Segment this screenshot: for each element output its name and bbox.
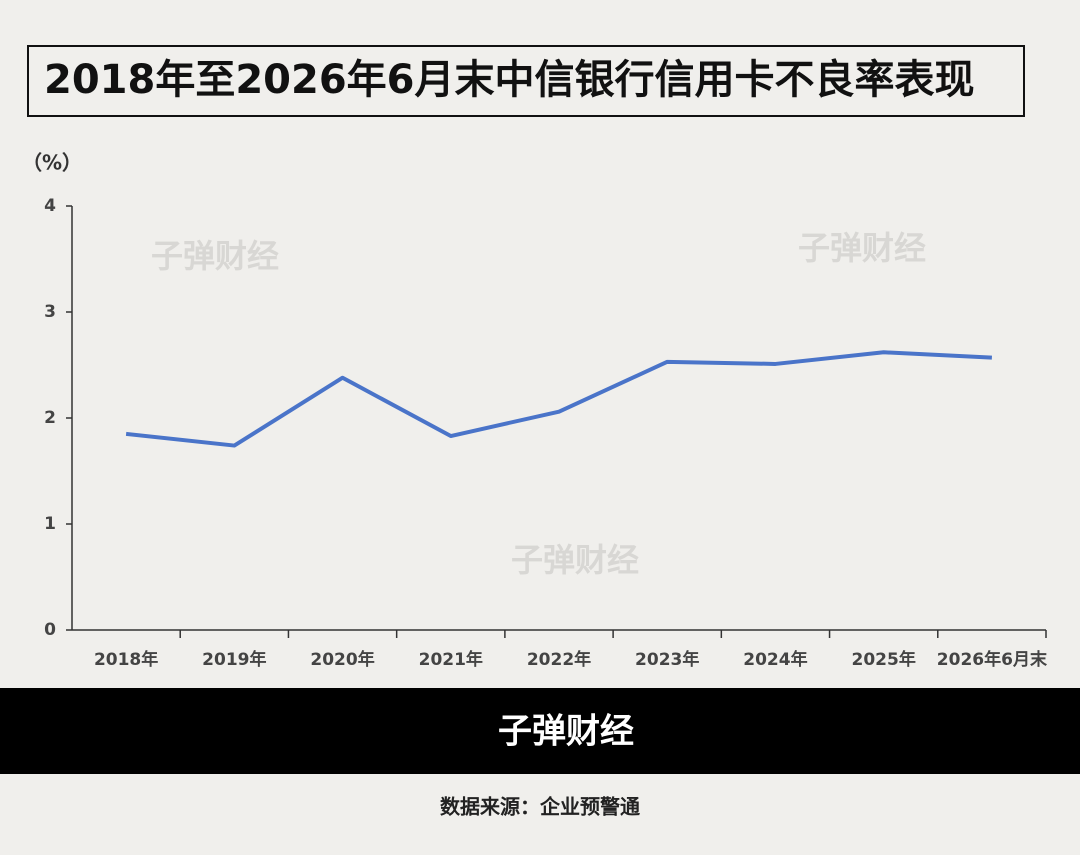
x-tick-label: 2023年 — [635, 649, 699, 670]
data-line — [125, 350, 992, 448]
x-tick-label: 2026年6月末 — [937, 649, 1048, 670]
x-tick-label: 2022年 — [527, 649, 591, 670]
x-tick-label: 2024年 — [743, 649, 807, 670]
x-tick-label: 2020年 — [310, 649, 374, 670]
y-axis-label: （%） — [22, 151, 82, 175]
y-tick-label: 1 — [44, 514, 56, 534]
watermark: 子弹财经 — [798, 229, 926, 267]
y-tick-label: 3 — [44, 302, 56, 322]
watermark: 子弹财经 — [511, 541, 639, 579]
chart-title: 2018年至2026年6月末中信银行信用卡不良率表现 — [44, 57, 975, 103]
x-tick-label: 2019年 — [202, 649, 266, 670]
x-tick-label: 2018年 — [94, 649, 158, 670]
source-note: 数据来源：企业预警通 — [440, 795, 640, 819]
plot-area: 0 1 2 3 4 2018年 2019年 2020年 2021年 2022年 2023年 2024年… — [44, 196, 1048, 670]
y-tick-label: 4 — [44, 196, 56, 216]
x-tick-label: 2025年 — [852, 649, 916, 670]
title-box — [27, 45, 1025, 117]
footer-brand: 子弹财经 — [498, 712, 634, 752]
watermark: 子弹财经 — [151, 237, 279, 275]
footer-band — [0, 688, 1080, 774]
y-tick-label: 0 — [44, 620, 56, 640]
x-tick-label: 2021年 — [419, 649, 483, 670]
y-tick-label: 2 — [44, 408, 56, 428]
